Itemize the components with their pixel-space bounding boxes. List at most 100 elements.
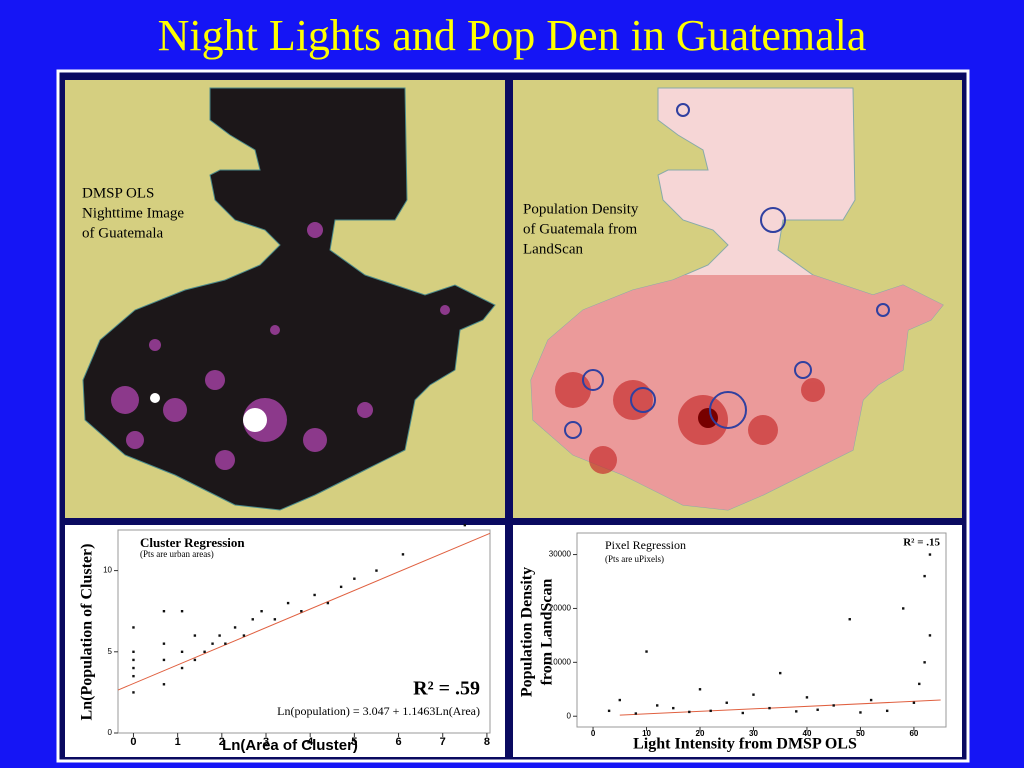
point xyxy=(193,634,197,637)
annotation: Ln(population) = 3.047 + 1.1463Ln(Area) xyxy=(277,704,480,718)
chart-panel xyxy=(513,525,962,757)
point xyxy=(859,711,862,714)
plot-area xyxy=(117,529,491,734)
point xyxy=(752,693,755,696)
point xyxy=(912,701,916,704)
point xyxy=(795,710,798,713)
point xyxy=(260,610,263,613)
point xyxy=(132,658,135,662)
point xyxy=(607,709,611,713)
y-tick-label: 0 xyxy=(567,711,572,720)
map-label: DMSP OLS xyxy=(82,185,154,201)
point xyxy=(193,658,197,662)
point xyxy=(832,704,835,707)
point xyxy=(211,642,214,645)
annotation: R² = .15 xyxy=(903,537,940,549)
slide-title: Night Lights and Pop Den in Guatemala xyxy=(158,11,867,60)
point xyxy=(709,709,712,713)
x-axis-label: Light Intensity from DMSP OLS xyxy=(633,736,857,753)
point xyxy=(768,706,771,710)
point xyxy=(656,704,659,707)
trend-line xyxy=(619,699,941,716)
x-tick-label: 40 xyxy=(803,729,812,738)
x-tick-label: 5 xyxy=(351,736,357,748)
chart-subtitle: (Pts are uPixels) xyxy=(605,554,664,564)
point xyxy=(805,696,809,699)
annotation: R² = .59 xyxy=(413,678,480,700)
point xyxy=(132,626,135,629)
point xyxy=(375,569,378,572)
point xyxy=(928,634,932,637)
point xyxy=(313,593,316,597)
chart-title: Cluster Regression xyxy=(140,535,245,550)
x-tick-label: 1 xyxy=(175,736,181,748)
point xyxy=(688,710,691,714)
map-label: LandScan xyxy=(523,241,583,257)
point xyxy=(645,650,648,653)
y-tick-label: 0 xyxy=(108,728,113,737)
point xyxy=(300,610,303,613)
x-tick-label: 6 xyxy=(395,736,401,748)
x-tick-label: 0 xyxy=(130,736,136,748)
map-label: of Guatemala from xyxy=(523,221,637,237)
point xyxy=(816,708,819,711)
point xyxy=(132,674,135,678)
x-tick-label: 7 xyxy=(440,736,446,748)
point xyxy=(132,666,135,670)
y-tick-label: 30000 xyxy=(549,550,572,559)
x-tick-label: 4 xyxy=(307,736,314,748)
point xyxy=(224,642,227,645)
x-tick-label: 10 xyxy=(642,729,651,738)
point xyxy=(132,650,135,653)
point xyxy=(618,698,621,702)
chart-title: Pixel Regression xyxy=(605,538,686,552)
point xyxy=(203,650,206,653)
point xyxy=(923,574,926,578)
point xyxy=(741,711,744,715)
x-tick-label: 8 xyxy=(484,736,490,748)
point xyxy=(218,634,221,637)
point xyxy=(162,658,166,662)
point xyxy=(463,523,467,527)
point xyxy=(326,601,330,605)
y-tick-label: 5 xyxy=(108,647,113,656)
point xyxy=(273,618,277,621)
chart-panel xyxy=(65,525,505,757)
point xyxy=(162,683,166,686)
point xyxy=(672,706,675,710)
point xyxy=(869,698,873,702)
point xyxy=(902,607,905,610)
x-tick-label: 2 xyxy=(219,736,225,748)
x-tick-label: 3 xyxy=(263,736,269,748)
point xyxy=(923,661,926,664)
point xyxy=(286,601,290,605)
y-axis-label: from LandScan xyxy=(539,578,556,685)
point xyxy=(162,610,166,613)
map-label: of Guatemala xyxy=(82,225,164,241)
point xyxy=(918,682,921,686)
x-tick-label: 30 xyxy=(749,729,758,738)
point xyxy=(698,688,702,691)
point xyxy=(401,553,405,556)
point xyxy=(634,712,638,715)
y-tick-label: 20000 xyxy=(549,604,572,613)
point xyxy=(132,691,135,694)
y-tick-label: 10 xyxy=(103,566,112,575)
point xyxy=(242,634,246,637)
point xyxy=(885,709,889,713)
x-tick-label: 50 xyxy=(856,729,865,738)
point xyxy=(725,701,728,704)
y-tick-label: 10000 xyxy=(549,657,572,666)
point xyxy=(928,553,932,556)
map-label: Nighttime Image xyxy=(82,205,184,221)
point xyxy=(180,610,184,613)
chart-subtitle: (Pts are urban areas) xyxy=(140,549,214,559)
point xyxy=(353,577,356,580)
plot-area xyxy=(576,532,947,728)
point xyxy=(339,585,343,589)
point xyxy=(779,671,782,675)
map-label: Population Density xyxy=(523,201,639,217)
x-tick-label: 60 xyxy=(909,729,918,738)
